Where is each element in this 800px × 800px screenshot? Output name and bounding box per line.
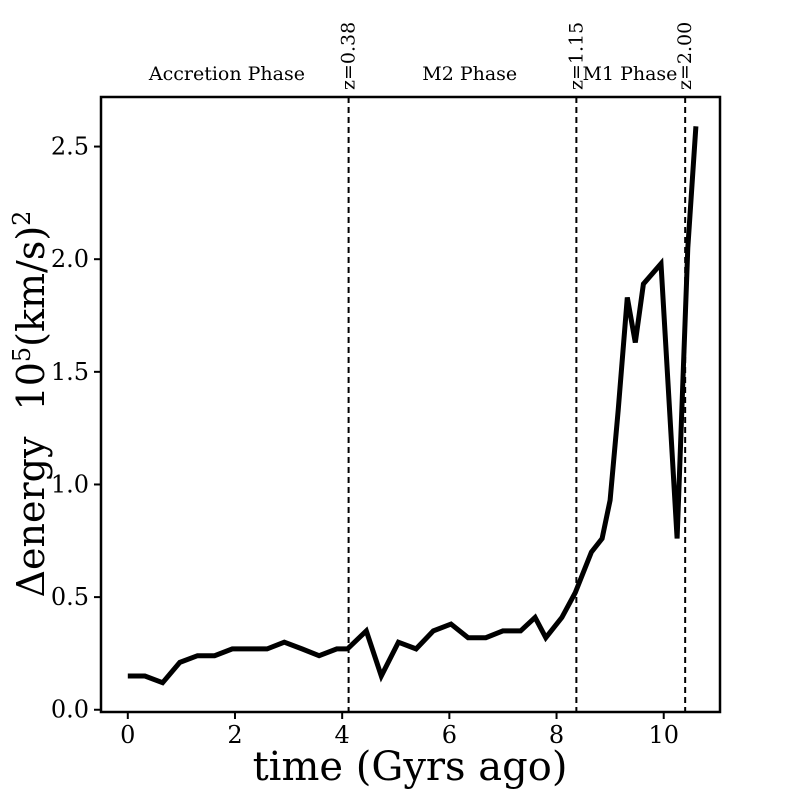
- y-axis-label-scale: 10: [9, 362, 53, 410]
- vlines-layer: [347, 97, 687, 712]
- y-tick-label-5: 2.5: [51, 133, 89, 161]
- vline-label-1: z=1.15: [565, 22, 587, 90]
- x-tick-label-1: 2: [227, 721, 242, 749]
- x-axis-label: time (Gyrs ago): [253, 744, 568, 790]
- y-tick-label-4: 2.0: [51, 245, 89, 273]
- y-tick-label-0: 0.0: [51, 696, 89, 724]
- phase-label-2: M1 Phase: [582, 63, 677, 85]
- series-line-0: [127, 126, 699, 686]
- phase-label-1: M2 Phase: [422, 63, 517, 85]
- y-axis-label: Δenergy 105(km/s)2: [8, 211, 53, 598]
- y-tick-label-1: 0.5: [51, 583, 89, 611]
- y-axis-label-scale-exp: 5: [8, 347, 36, 362]
- x-tick-label-4: 8: [549, 721, 564, 749]
- y-tick-label-2: 1.0: [51, 470, 89, 498]
- plot-frame: [99, 95, 722, 714]
- y-axis-ticks: 0.0 0.5 1.0 1.5 2.0 2.5: [51, 133, 101, 724]
- phase-label-0: Accretion Phase: [148, 63, 305, 85]
- x-tick-label-3: 6: [442, 721, 457, 749]
- x-tick-label-0: 0: [120, 721, 135, 749]
- y-axis-label-prefix: Δenergy: [9, 436, 53, 597]
- y-axis-label-unit-exp: 2: [8, 211, 36, 226]
- annotations: z=0.38 z=1.15 z=2.00 Accretion Phase M2 Phas…: [148, 22, 696, 90]
- x-axis-ticks: 0 2 4 6 8 10: [120, 712, 679, 749]
- series-layer: [127, 126, 699, 686]
- vline-label-2: z=2.00: [674, 22, 696, 90]
- y-tick-label-3: 1.5: [51, 358, 89, 386]
- x-tick-label-2: 4: [335, 721, 350, 749]
- y-axis-label-unit: (km/s): [9, 226, 53, 347]
- x-tick-label-5: 10: [648, 721, 679, 749]
- vline-label-0: z=0.38: [338, 22, 360, 90]
